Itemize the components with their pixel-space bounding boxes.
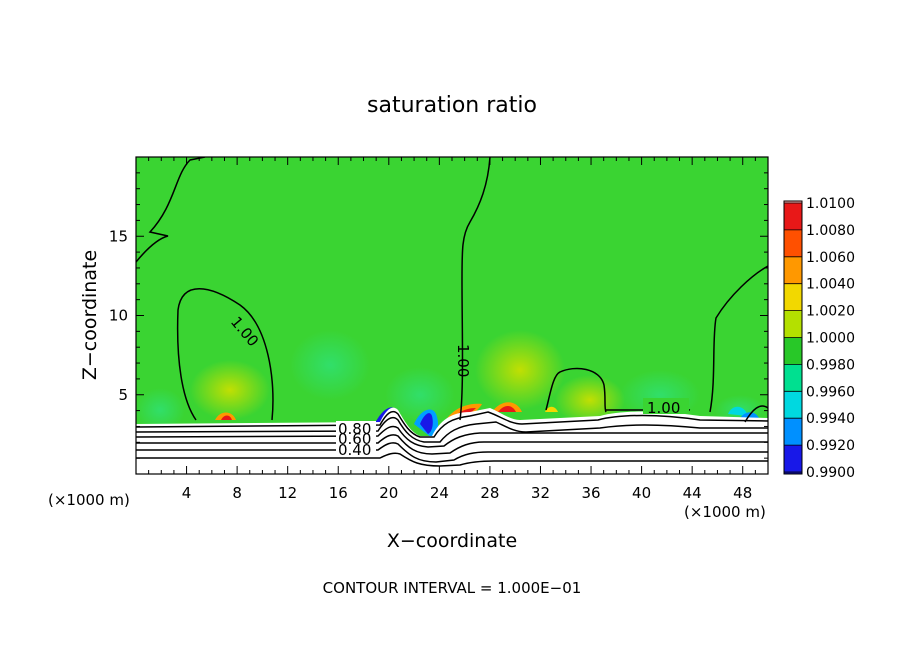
contour-right-small [744,405,768,423]
colorbar-band [784,256,802,284]
contour-labels: 1.00 1.00 1.00 0.80 0.60 0.40 [227,313,689,459]
contour-label: 1.00 [647,399,680,417]
x-tick-label: 24 [430,484,449,502]
colorbar-label: 0.9980 [806,357,855,373]
colorbar: 1.0100 1.0080 1.0060 1.0040 1.0020 1.0000 0.99… [783,196,855,481]
contour-label: 0.40 [338,441,371,459]
x-tick-label: 28 [480,484,499,502]
contour-low-3 [136,425,768,448]
x-axis-label: X−coordinate [387,530,517,552]
colorbar-band [784,203,802,230]
colorbar-band [784,201,802,203]
y-axis-ticks: 5 10 15 [109,172,768,459]
colorbar-band [784,229,802,257]
x-tick-label: 40 [632,484,651,502]
contour-upper-left [136,157,206,263]
colorbar-band [784,364,802,392]
y-axis-label: Z−coordinate [79,250,101,380]
colorbar-label: 1.0040 [806,277,855,293]
contour-label: 0.60 [338,430,371,448]
x-tick-label: 12 [278,484,297,502]
x-tick-label: 48 [733,484,752,502]
x-unit-left: (×1000 m) [48,491,130,509]
contour-tower [459,157,491,421]
y-tick-label: 10 [109,307,128,325]
contour-low-6 [136,452,768,467]
colorbar-label: 0.9900 [806,465,855,481]
colorbar-label: 1.0100 [806,196,855,212]
colorbar-label: 0.9920 [806,438,855,454]
x-tick-label: 36 [581,484,600,502]
contour-label: 0.80 [338,420,371,438]
contour-lines [136,157,768,467]
x-tick-label: 20 [379,484,398,502]
colorbar-label: 1.0060 [806,250,855,266]
x-tick-label: 16 [329,484,348,502]
y-tick-label: 15 [109,227,128,245]
colorbar-label: 1.0000 [806,331,855,347]
x-tick-label: 8 [232,484,242,502]
x-tick-label: 44 [683,484,702,502]
contour-low-1 [136,410,768,438]
colorbar-band [784,445,802,472]
x-unit-right: (×1000 m) [684,503,766,521]
contour-left-bubble [176,288,274,421]
contour-low-4 [136,434,768,455]
x-tick-label: 4 [182,484,192,502]
colorbar-band [784,391,802,419]
colorbar-band [784,418,802,446]
colorbar-band [784,472,802,474]
contour-interval-note: CONTOUR INTERVAL = 1.000E−01 [323,579,582,597]
contour-low-2 [136,416,768,443]
colorbar-band [784,283,802,311]
x-axis-ticks: 4 8 12 16 20 24 28 32 36 40 44 48 [148,157,756,502]
contour-right-hill [709,265,768,413]
contour-low-5 [136,442,768,463]
field-anomalies [136,330,765,432]
colorbar-label: 1.0080 [806,223,855,239]
plot-area: 1.00 1.00 1.00 0.80 0.60 0.40 [136,157,768,474]
contour-right-bubble [545,367,607,413]
colorbar-label: 0.9940 [806,411,855,427]
x-tick-label: 32 [531,484,550,502]
colorbar-label: 0.9960 [806,384,855,400]
colorbar-band [784,337,802,365]
colorbar-label: 1.0020 [806,304,855,320]
chart-title: saturation ratio [367,93,537,118]
colorbar-band [784,310,802,338]
contour-label: 1.00 [454,344,472,377]
y-tick-label: 5 [118,386,128,404]
